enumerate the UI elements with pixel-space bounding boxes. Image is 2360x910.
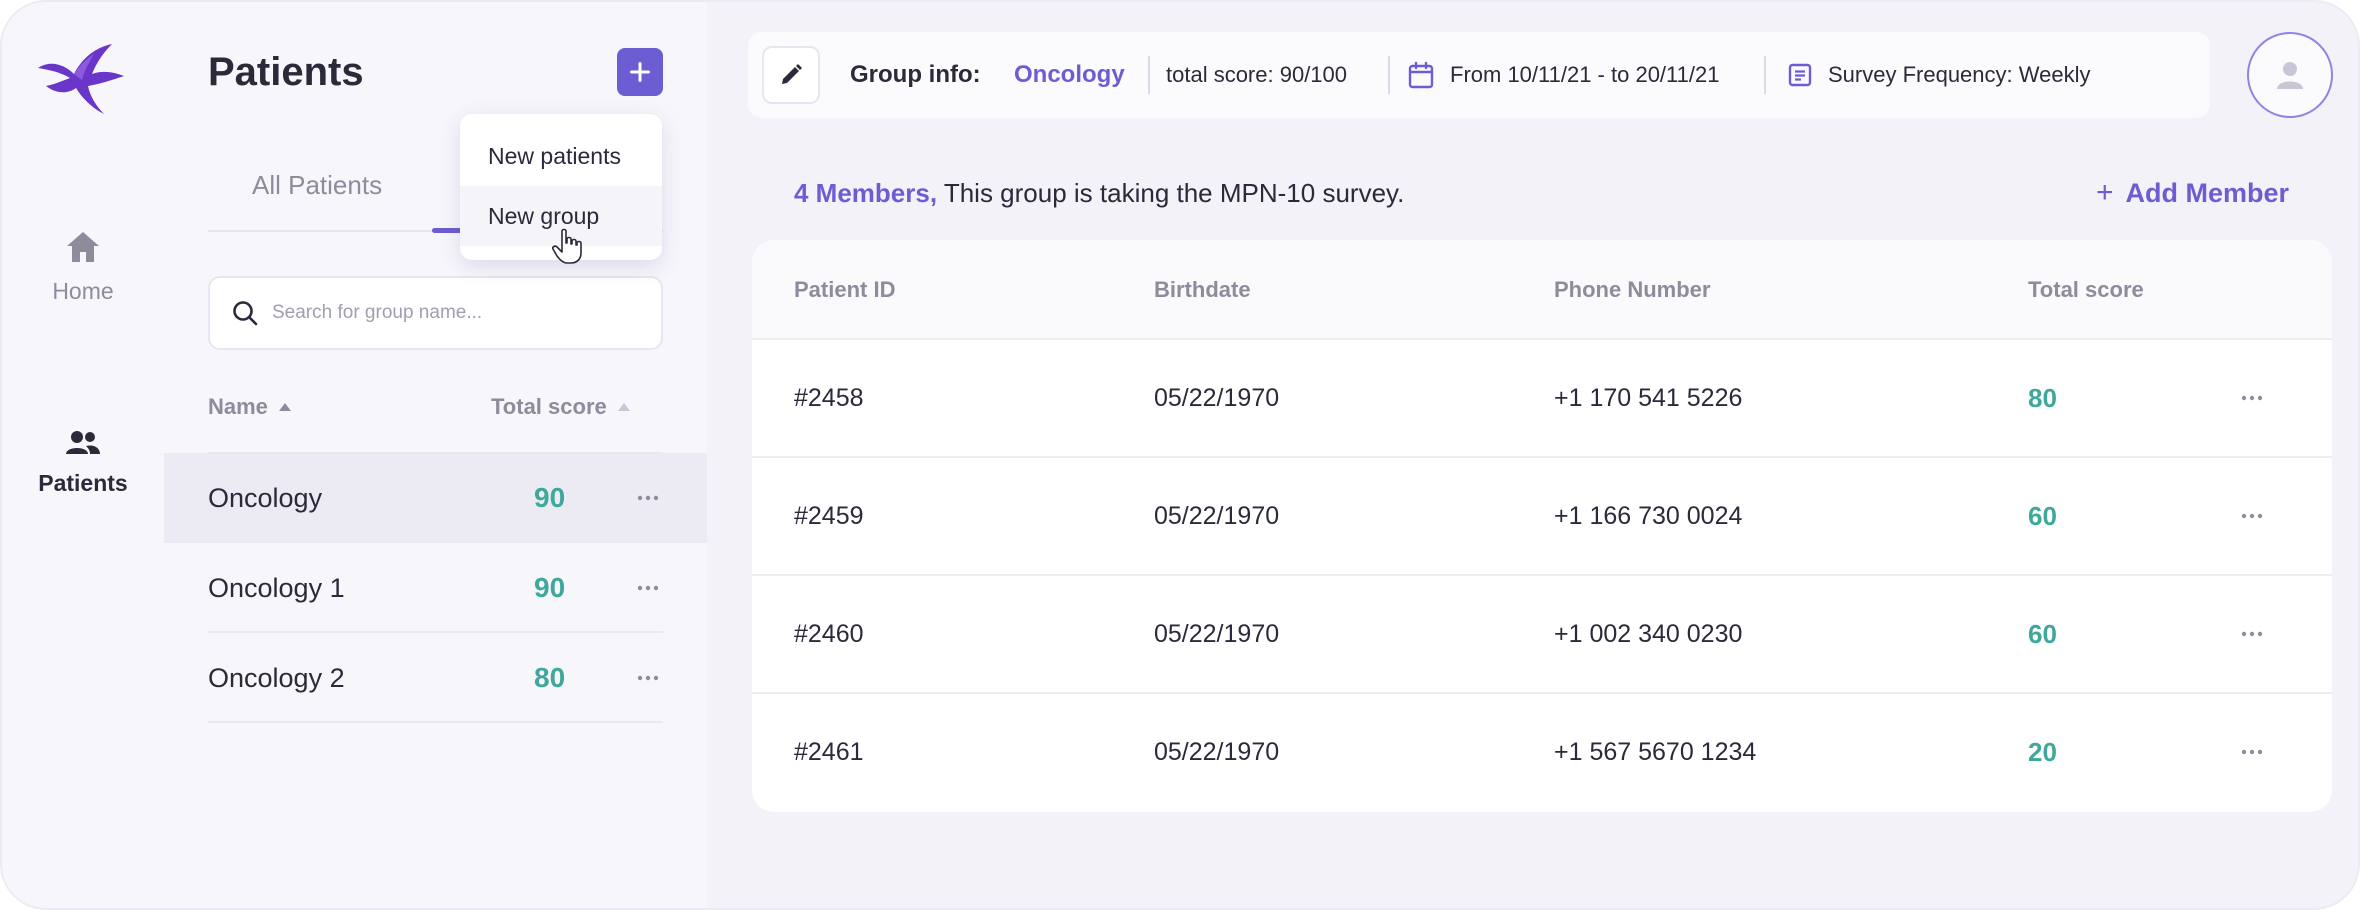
separator xyxy=(1148,56,1150,94)
tab-all-patients[interactable]: All Patients xyxy=(252,170,383,200)
document-icon xyxy=(1788,63,1812,87)
page-title: Patients xyxy=(208,50,364,94)
members-description: This group is taking the MPN-10 survey. xyxy=(937,178,1405,208)
members-count: 4 Members, xyxy=(794,178,938,208)
edit-button[interactable] xyxy=(762,46,820,104)
patient-id: #2460 xyxy=(794,620,864,648)
add-member-button[interactable]: + Add Member xyxy=(2096,176,2289,210)
column-name-label: Name xyxy=(208,394,268,419)
phone-number: +1 567 5670 1234 xyxy=(1554,738,1757,766)
birthdate: 05/22/1970 xyxy=(1154,502,1280,530)
more-options-icon[interactable] xyxy=(634,667,662,689)
group-total-score: total score: 90/100 xyxy=(1166,62,1348,87)
user-icon xyxy=(2277,62,2303,89)
more-options-icon[interactable] xyxy=(2238,624,2266,644)
pencil-icon xyxy=(782,64,802,84)
column-header-total-score[interactable]: Total score xyxy=(2028,277,2144,302)
users-icon xyxy=(66,431,100,454)
separator xyxy=(1388,56,1390,94)
birthdate: 05/22/1970 xyxy=(1154,384,1280,412)
phone-number: +1 002 340 0230 xyxy=(1554,620,1743,648)
plus-icon xyxy=(630,62,650,82)
patient-id: #2459 xyxy=(794,502,864,530)
column-header-name[interactable]: Name xyxy=(208,394,292,420)
column-header-phone[interactable]: Phone Number xyxy=(1554,277,1711,302)
group-row[interactable]: Oncology 90 xyxy=(164,453,707,543)
search-input[interactable] xyxy=(272,302,642,324)
search-box[interactable] xyxy=(208,276,663,350)
more-options-icon[interactable] xyxy=(2238,388,2266,408)
sort-up-icon xyxy=(617,403,630,411)
table-row[interactable]: #2460 05/22/1970 +1 002 340 0230 60 xyxy=(752,576,2332,694)
group-row[interactable]: Oncology 1 90 xyxy=(164,543,707,633)
group-info-name[interactable]: Oncology xyxy=(1014,61,1125,88)
phone-number: +1 170 541 5226 xyxy=(1554,384,1743,412)
survey-frequency-text: Survey Frequency: Weekly xyxy=(1828,62,2091,87)
add-button[interactable] xyxy=(617,48,663,96)
group-name: Oncology 1 xyxy=(208,573,345,603)
total-score: 60 xyxy=(2028,619,2057,649)
sort-up-icon xyxy=(278,403,291,411)
row-divider xyxy=(208,721,663,723)
survey-frequency: Survey Frequency: Weekly xyxy=(1788,32,2090,118)
group-info-bar: Group info: Oncology total score: 90/100… xyxy=(748,32,2210,118)
table-row[interactable]: #2461 05/22/1970 +1 567 5670 1234 20 xyxy=(752,694,2332,812)
nav-home-label: Home xyxy=(52,278,114,304)
menu-item-new-group[interactable]: New group xyxy=(460,186,662,246)
group-name: Oncology 2 xyxy=(208,663,345,693)
home-icon xyxy=(67,232,99,262)
birthdate: 05/22/1970 xyxy=(1154,620,1280,648)
more-options-icon[interactable] xyxy=(2238,506,2266,526)
column-header-birthdate[interactable]: Birthdate xyxy=(1154,277,1251,302)
row-divider xyxy=(208,452,663,454)
table-header: Patient ID Birthdate Phone Number Total … xyxy=(752,240,2332,340)
avatar[interactable] xyxy=(2247,32,2333,118)
members-summary: 4 Members, This group is taking the MPN-… xyxy=(794,176,1404,210)
hand-cursor-icon xyxy=(552,228,582,264)
add-dropdown-menu: New patients New group xyxy=(460,114,662,260)
search-icon xyxy=(233,301,258,326)
total-score: 60 xyxy=(2028,501,2057,531)
hummingbird-logo-icon[interactable] xyxy=(30,38,128,118)
more-options-icon[interactable] xyxy=(634,487,662,509)
group-score: 90 xyxy=(534,482,566,513)
table-row[interactable]: #2459 05/22/1970 +1 166 730 0024 60 xyxy=(752,458,2332,576)
phone-number: +1 166 730 0024 xyxy=(1554,502,1743,530)
patient-id: #2458 xyxy=(794,384,864,412)
patient-id: #2461 xyxy=(794,738,864,766)
total-score: 20 xyxy=(2028,737,2057,767)
date-range: From 10/11/21 - to 20/11/21 xyxy=(1408,32,1719,118)
date-range-text: From 10/11/21 - to 20/11/21 xyxy=(1450,62,1720,87)
members-table: Patient ID Birthdate Phone Number Total … xyxy=(752,240,2332,812)
group-name: Oncology xyxy=(208,483,323,513)
group-score: 90 xyxy=(534,572,566,603)
separator xyxy=(1764,56,1766,94)
nav-item-home[interactable]: Home xyxy=(2,230,164,305)
group-score: 80 xyxy=(534,662,566,693)
nav-item-patients[interactable]: Patients xyxy=(2,430,164,497)
nav-patients-label: Patients xyxy=(38,470,128,496)
total-score: 80 xyxy=(2028,383,2057,413)
row-divider xyxy=(208,631,663,633)
group-row[interactable]: Oncology 2 80 xyxy=(164,633,707,723)
column-header-patient-id[interactable]: Patient ID xyxy=(794,277,896,302)
add-member-label: Add Member xyxy=(2125,178,2290,208)
menu-item-new-patients[interactable]: New patients xyxy=(488,143,621,169)
column-score-label: Total score xyxy=(491,394,607,419)
calendar-icon xyxy=(1408,61,1434,89)
table-row[interactable]: #2458 05/22/1970 +1 170 541 5226 80 xyxy=(752,340,2332,458)
more-options-icon[interactable] xyxy=(634,577,662,599)
more-options-icon[interactable] xyxy=(2238,742,2266,762)
birthdate: 05/22/1970 xyxy=(1154,738,1280,766)
nav-rail: Home Patients xyxy=(2,2,164,908)
group-info-label: Group info: xyxy=(850,61,981,88)
plus-icon: + xyxy=(2096,176,2114,209)
column-header-score[interactable]: Total score xyxy=(491,394,631,420)
